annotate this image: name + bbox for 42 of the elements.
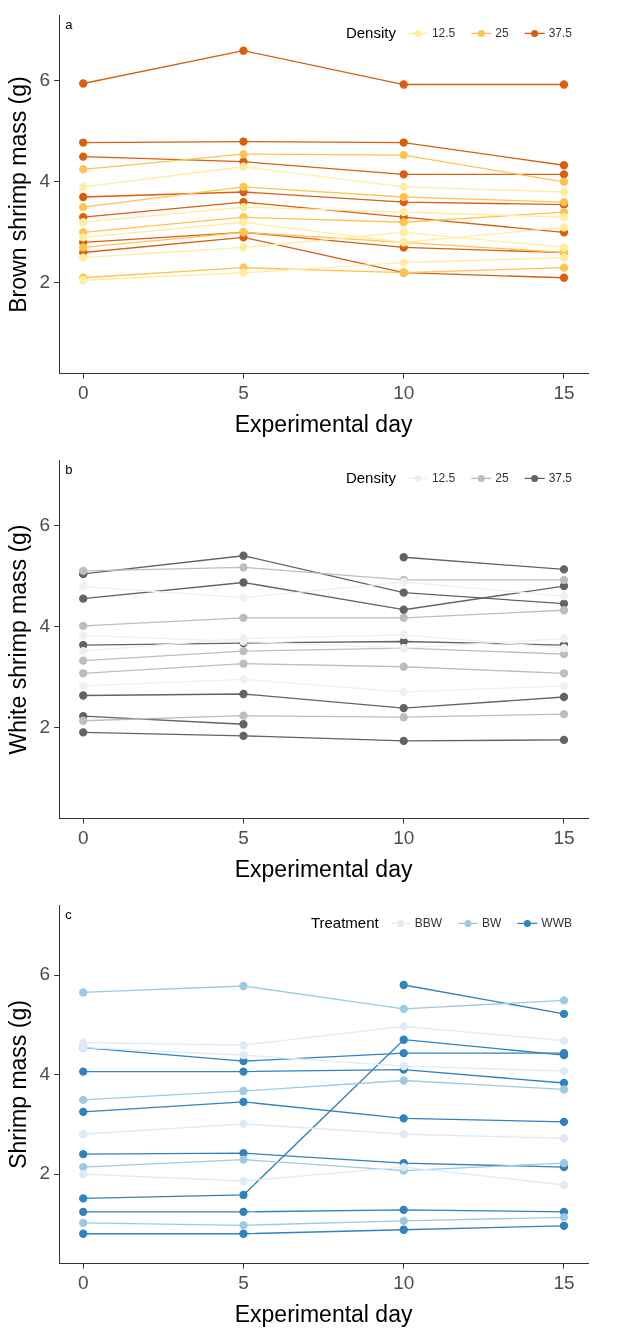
y-tick-label: 2 [39,716,51,738]
x-axis-title: Experimental day [234,855,413,882]
x-tick-label: 10 [393,1272,415,1294]
legend-label: WWB [541,915,572,930]
legend-label: 25 [495,470,509,485]
y-tick-label: 4 [39,1062,51,1084]
annotation: c [65,907,73,923]
y-axis-title: Brown shrimp mass (g) [5,76,32,313]
x-tick-label: 15 [553,1272,575,1294]
y-tick-label: 6 [39,514,51,536]
y-tick-label: 6 [39,963,51,985]
y-tick-label: 4 [39,170,51,192]
y-tick-label: 2 [39,271,51,293]
legend-label: 37.5 [548,470,573,485]
y-tick-label: 6 [39,69,51,91]
x-tick-label: 0 [77,1272,89,1294]
legend-title: Treatment [310,913,380,931]
x-tick-label: 0 [77,827,89,849]
y-axis-title: White shrimp mass (g) [5,524,32,755]
y-axis-title: Shrimp mass (g) [5,1000,32,1169]
annotation: b [65,462,73,478]
x-tick-label: 5 [238,1272,249,1294]
legend-title: Density [345,468,397,486]
legend-title: Density [345,23,397,41]
annotation: a [65,17,74,33]
x-tick-label: 15 [553,382,575,404]
legend-label: 12.5 [431,470,456,485]
x-axis-title: Experimental day [234,1300,413,1327]
legend-label: 25 [495,25,509,40]
x-tick-label: 5 [238,827,249,849]
x-axis-title: Experimental day [234,410,413,437]
x-tick-label: 0 [77,382,89,404]
legend-label: BBW [414,915,443,930]
y-tick-label: 4 [39,615,51,637]
x-tick-label: 15 [553,827,575,849]
x-tick-label: 10 [393,827,415,849]
legend-label: BW [482,915,503,930]
legend-label: 12.5 [431,25,456,40]
x-tick-label: 10 [393,382,415,404]
y-tick-label: 2 [39,1162,51,1184]
legend-label: 37.5 [548,25,573,40]
x-tick-label: 5 [238,382,249,404]
